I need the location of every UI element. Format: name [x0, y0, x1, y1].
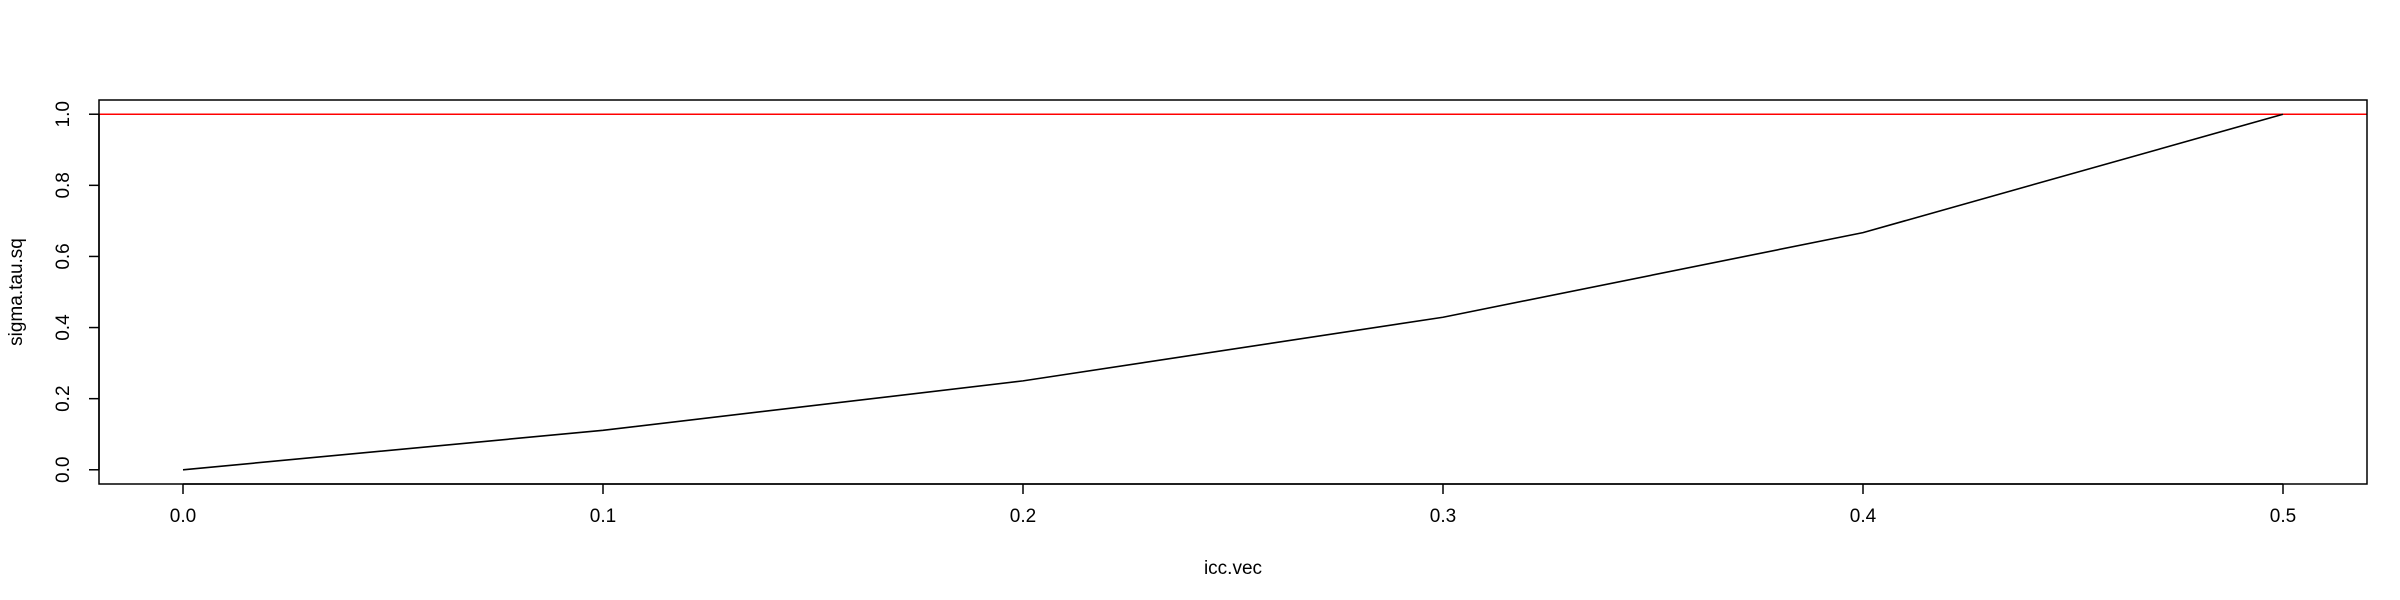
x-tick-label: 0.4	[1850, 506, 1877, 527]
x-tick-label: 0.2	[1010, 506, 1036, 527]
y-axis: 0.0 0.2 0.4 0.6 0.8 1.0	[53, 101, 100, 483]
x-tick-label: 0.1	[590, 506, 616, 527]
y-tick-label: 0.4	[53, 314, 74, 341]
x-axis: 0.0 0.1 0.2 0.3 0.4 0.5	[170, 483, 2296, 527]
y-axis-title: sigma.tau.sq	[6, 238, 27, 346]
y-tick-label: 0.8	[53, 172, 74, 198]
x-tick-label: 0.3	[1430, 506, 1456, 527]
x-axis-title: icc.vec	[1204, 558, 1262, 579]
y-tick-label: 0.2	[53, 385, 74, 411]
y-tick-label: 0.0	[53, 457, 74, 483]
x-tick-label: 0.0	[170, 506, 196, 527]
series-line-0	[182, 113, 2284, 471]
y-tick-label: 1.0	[53, 101, 74, 127]
x-tick-label: 0.5	[2270, 506, 2296, 527]
y-tick-label: 0.6	[53, 243, 74, 269]
series-layer	[182, 113, 2284, 471]
